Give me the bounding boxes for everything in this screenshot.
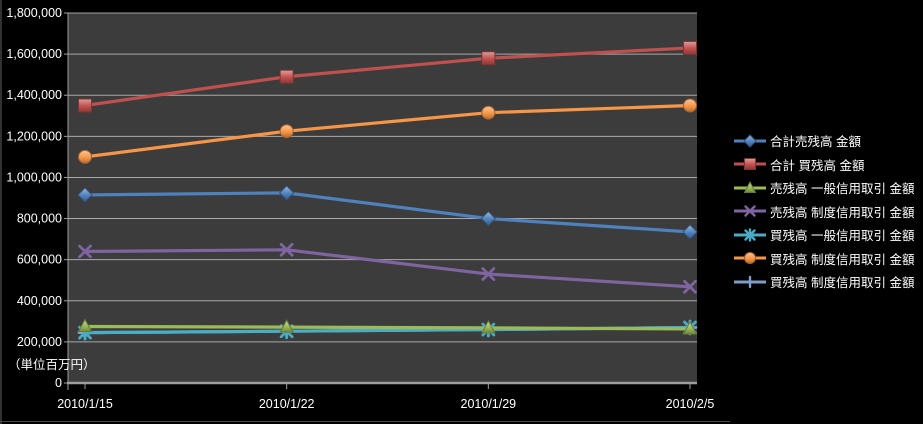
legend-label: 買残高 制度信用取引 金額 [770, 276, 915, 291]
x-axis-label: 2010/1/22 [259, 397, 315, 411]
x-axis-label: 2010/1/29 [461, 397, 517, 411]
marker-triangle [279, 319, 295, 333]
x-axis-label: 2010/1/15 [57, 397, 113, 411]
legend-label: 売残高 制度信用取引 金額 [770, 205, 915, 220]
legend-star-icon [734, 228, 766, 242]
legend-marker [744, 205, 756, 217]
legend-label: 買残高 制度信用取引 金額 [770, 252, 915, 267]
legend-item[interactable]: 買残高 制度信用取引 金額 [733, 270, 914, 294]
y-axis-label: 400,000 [17, 294, 62, 308]
marker-x [279, 242, 294, 257]
screen-edge-bottom [0, 421, 730, 422]
x-axis-label: 2010/2/5 [666, 397, 715, 411]
legend-item[interactable]: 買残高 制度信用取引 金額 [733, 247, 914, 271]
legend-label: 合計売残高 金額 [770, 135, 861, 150]
unit-label: （単位百万円） [8, 358, 96, 372]
y-axis-label: 1,200,000 [6, 129, 62, 143]
legend-label: 合計 買残高 金額 [770, 158, 865, 173]
marker-square [481, 51, 496, 66]
legend-item[interactable]: 売残高 一般信用取引 金額 [733, 176, 914, 200]
legend-item[interactable]: 合計 買残高 金額 [733, 153, 914, 177]
marker-triangle [682, 320, 698, 335]
legend-x-icon [734, 205, 766, 217]
y-axis-label: 1,000,000 [6, 170, 62, 184]
marker-diamond [480, 210, 497, 227]
marker-circle [78, 149, 92, 164]
legend-marker [743, 134, 757, 148]
legend-label: 売残高 一般信用取引 金額 [770, 182, 915, 197]
marker-diamond [682, 224, 698, 240]
marker-triangle [480, 319, 496, 334]
marker-square [683, 40, 697, 55]
series-line [83, 103, 692, 159]
y-axis-label: 1,600,000 [6, 47, 62, 61]
legend-marker [743, 180, 757, 193]
legend-plus-icon [734, 275, 766, 288]
legend-item[interactable]: 買残高 一般信用取引 金額 [733, 223, 914, 247]
marker-x [78, 244, 92, 259]
marker-circle [279, 124, 294, 139]
y-axis-label: 600,000 [17, 253, 62, 267]
marker-square [279, 69, 294, 84]
series-line [83, 248, 692, 289]
legend-triangle-icon [734, 180, 766, 193]
legend-marker [744, 252, 756, 265]
legend: 合計売残高 金額 合計 買残高 金額売残高 一般信用取引 金額 売残高 制度信用取引… [733, 129, 914, 294]
legend-item[interactable]: 合計売残高 金額 [733, 129, 914, 153]
marker-x [683, 279, 697, 294]
legend-item[interactable]: 売残高 制度信用取引 金額 [733, 200, 914, 224]
legend-diamond-icon [734, 134, 766, 148]
series-line [83, 191, 692, 234]
marker-x [481, 267, 496, 281]
marker-square [78, 98, 92, 113]
y-axis-label: 200,000 [17, 335, 62, 349]
legend-square-icon [734, 158, 766, 171]
y-axis-label: 800,000 [17, 212, 62, 226]
marker-triangle [77, 318, 93, 332]
y-axis-label: 0 [55, 376, 62, 390]
y-axis-label: 1,800,000 [6, 6, 62, 20]
marker-diamond [278, 185, 295, 201]
marker-circle [481, 105, 496, 120]
series-line [83, 324, 692, 331]
plot-area [68, 13, 697, 383]
y-axis-label: 1,400,000 [6, 88, 62, 102]
series-line [83, 46, 692, 108]
marker-circle [683, 98, 697, 113]
screen-edge-left [0, 0, 2, 424]
legend-circle-icon [734, 252, 766, 265]
legend-marker [744, 158, 756, 171]
marker-diamond [77, 187, 93, 203]
legend-label: 買残高 一般信用取引 金額 [770, 229, 915, 244]
